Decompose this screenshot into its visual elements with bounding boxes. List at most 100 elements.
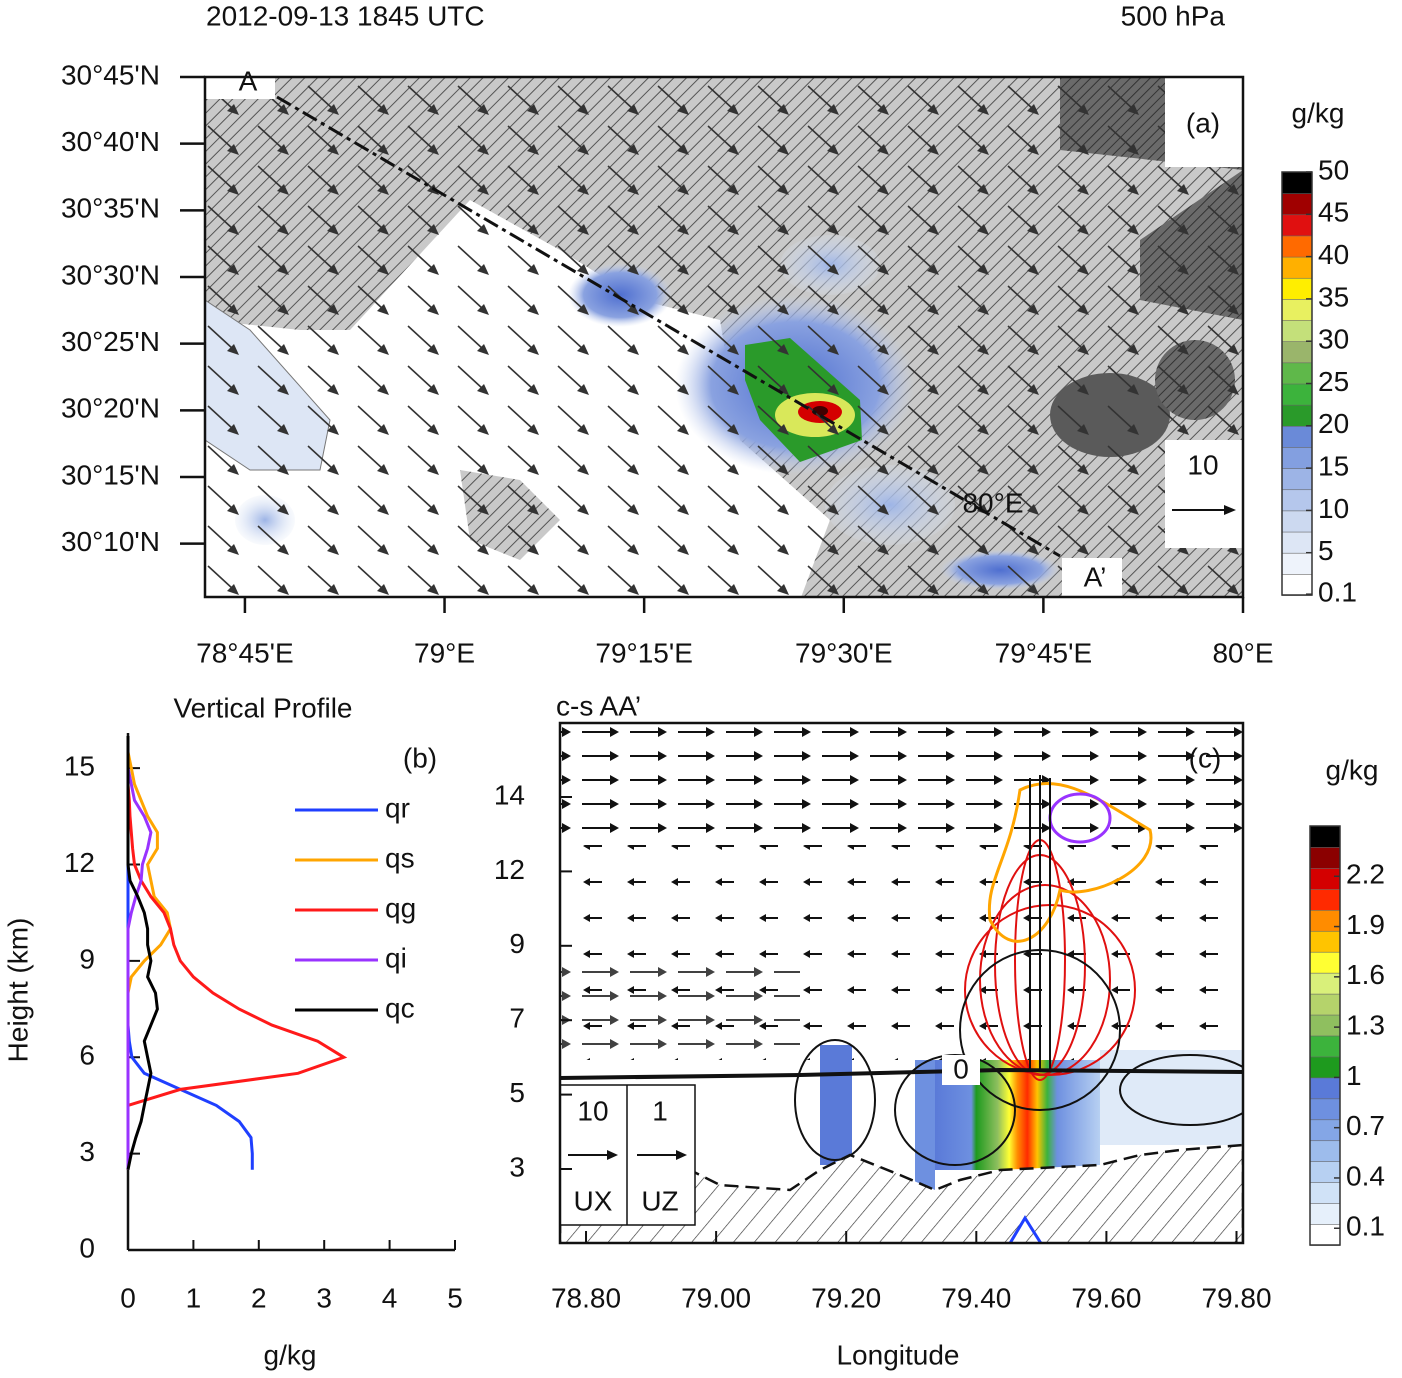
panel-label: (a) bbox=[1186, 107, 1220, 138]
x-tick-label: 79°45'E bbox=[995, 637, 1093, 668]
colorbar-band bbox=[1281, 362, 1313, 385]
colorbar-tick-label: 5 bbox=[1318, 535, 1334, 566]
colorbar-band bbox=[1281, 446, 1313, 469]
y-tick-label: 9 bbox=[509, 928, 525, 959]
reference-vector-value: 10 bbox=[577, 1095, 608, 1126]
cross-section-frame bbox=[558, 721, 1245, 1245]
map-title: 2012-09-13 1845 UTC bbox=[206, 0, 485, 31]
colorbar-tick-label: 10 bbox=[1318, 493, 1349, 524]
colorbar-tick-label: 0.1 bbox=[1346, 1211, 1385, 1242]
reference-vector-value: 1 bbox=[652, 1095, 668, 1126]
y-tick-label: 0 bbox=[79, 1232, 95, 1263]
colorbar-band bbox=[1309, 930, 1341, 953]
legend-label: qr bbox=[385, 792, 410, 823]
colorbar-band bbox=[1309, 1139, 1341, 1163]
x-tick-label: 79.00 bbox=[681, 1282, 751, 1313]
y-tick-label: 14 bbox=[494, 779, 525, 810]
x-tick-label: 79.40 bbox=[941, 1282, 1011, 1313]
colorbar-band bbox=[1309, 909, 1341, 932]
colorbar-tick-label: 1.3 bbox=[1346, 1010, 1385, 1041]
panel-label: (b) bbox=[403, 742, 437, 773]
reference-vector-name: UZ bbox=[641, 1185, 678, 1216]
colorbar-band bbox=[1309, 1014, 1341, 1037]
reference-vector-name: UX bbox=[574, 1185, 613, 1216]
series-line bbox=[126, 768, 348, 1107]
colorbar-band bbox=[1281, 256, 1313, 279]
panel-label: (c) bbox=[1189, 742, 1222, 773]
colorbar-tick-label: 0.4 bbox=[1346, 1160, 1385, 1191]
colorbar-tick-label: 15 bbox=[1318, 450, 1349, 481]
y-tick-label: 30°30'N bbox=[61, 259, 160, 290]
y-tick-label: 3 bbox=[509, 1151, 525, 1182]
x-tick-label: 5 bbox=[447, 1282, 463, 1313]
series-line bbox=[126, 736, 153, 1170]
y-axis-label: Height (km) bbox=[2, 918, 33, 1063]
cross-section-field bbox=[560, 723, 1243, 1243]
map-subtitle: 500 hPa bbox=[1121, 0, 1226, 31]
colorbar-tick-label: 1.9 bbox=[1346, 909, 1385, 940]
colorbar-band bbox=[1281, 404, 1313, 427]
colorbar-band bbox=[1309, 867, 1341, 890]
colorbar-tick-label: 25 bbox=[1318, 366, 1349, 397]
colorbar-band bbox=[1281, 171, 1313, 194]
x-axis-label: Longitude bbox=[836, 1339, 959, 1370]
colorbar-tick-label: 0.7 bbox=[1346, 1110, 1385, 1141]
y-tick-label: 15 bbox=[64, 751, 95, 782]
colorbar-band bbox=[1281, 510, 1313, 533]
colorbar-frame bbox=[1309, 825, 1341, 1246]
x-tick-label: 4 bbox=[382, 1282, 398, 1313]
y-tick-label: 12 bbox=[64, 847, 95, 878]
colorbar-label: g/kg bbox=[1326, 754, 1379, 785]
colorbar-band bbox=[1281, 488, 1313, 512]
colorbar-band bbox=[1281, 531, 1313, 554]
y-tick-label: 6 bbox=[79, 1040, 95, 1071]
colorbar-tick-label: 0.1 bbox=[1318, 577, 1357, 608]
x-tick-label: 0 bbox=[120, 1282, 136, 1313]
y-tick-label: 30°10'N bbox=[61, 526, 160, 557]
map-frame bbox=[203, 75, 1245, 599]
colorbar-band bbox=[1309, 1223, 1341, 1246]
colorbar-tick-label: 40 bbox=[1318, 239, 1349, 270]
x-tick-label: 78°45'E bbox=[196, 637, 294, 668]
colorbar-band bbox=[1309, 1056, 1341, 1079]
colorbar-band bbox=[1309, 846, 1341, 869]
series-line bbox=[126, 736, 159, 1171]
colorbar-band bbox=[1309, 993, 1341, 1016]
chart-title: Vertical Profile bbox=[174, 692, 353, 723]
x-axis-label: g/kg bbox=[264, 1339, 317, 1370]
map-field bbox=[205, 77, 1243, 597]
y-tick-label: 30°20'N bbox=[61, 393, 160, 424]
y-tick-label: 12 bbox=[494, 854, 525, 885]
reference-vector-label: 10 bbox=[1187, 449, 1218, 480]
colorbar-band bbox=[1309, 888, 1341, 911]
x-tick-label: 79°15'E bbox=[595, 637, 693, 668]
colorbar-band bbox=[1309, 1077, 1341, 1100]
x-tick-label: 79.60 bbox=[1071, 1282, 1141, 1313]
annotation: A bbox=[239, 65, 258, 96]
colorbar-band bbox=[1309, 1119, 1341, 1142]
colorbar-band bbox=[1281, 298, 1313, 321]
colorbar-band bbox=[1281, 319, 1313, 342]
colorbar-band bbox=[1281, 467, 1313, 491]
y-tick-label: 30°15'N bbox=[61, 459, 160, 490]
colorbar-band bbox=[1281, 192, 1313, 216]
x-tick-label: 79°30'E bbox=[795, 637, 893, 668]
annotation: A’ bbox=[1084, 561, 1107, 592]
colorbar-band bbox=[1309, 1098, 1341, 1121]
x-tick-label: 78.80 bbox=[551, 1282, 621, 1313]
colorbar-tick-label: 1 bbox=[1346, 1060, 1362, 1091]
colorbar-band bbox=[1309, 1160, 1341, 1183]
y-tick-label: 7 bbox=[509, 1003, 525, 1034]
x-tick-label: 2 bbox=[251, 1282, 267, 1313]
x-tick-label: 79.20 bbox=[811, 1282, 881, 1313]
colorbar-band bbox=[1281, 277, 1313, 300]
y-tick-label: 9 bbox=[79, 943, 95, 974]
y-tick-label: 3 bbox=[79, 1136, 95, 1167]
colorbar-band bbox=[1309, 1181, 1341, 1204]
y-tick-label: 30°25'N bbox=[61, 326, 160, 357]
colorbar-band bbox=[1281, 340, 1313, 364]
legend-label: qg bbox=[385, 892, 416, 923]
colorbar-band bbox=[1309, 825, 1341, 848]
legend-label: qs bbox=[385, 842, 415, 873]
colorbar-tick-label: 20 bbox=[1318, 408, 1349, 439]
